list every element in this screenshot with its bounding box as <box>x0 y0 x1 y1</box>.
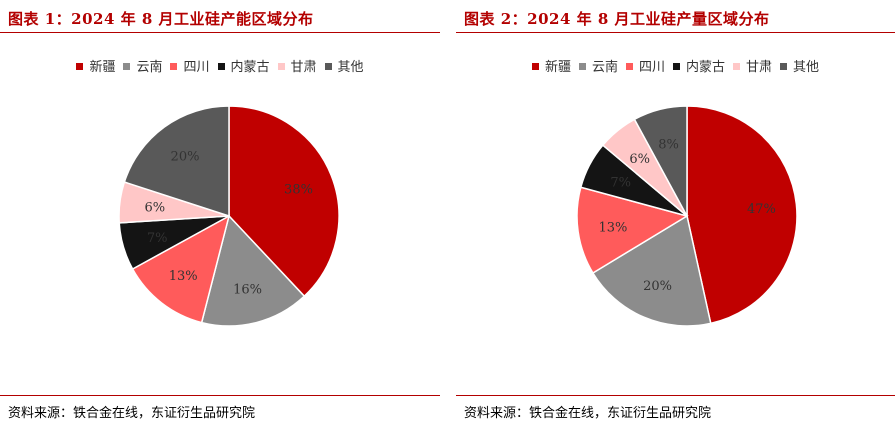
pie-slice <box>131 214 231 324</box>
title-divider <box>0 32 440 33</box>
legend-item: 甘肃 <box>733 56 772 75</box>
legend: 新疆 云南 四川 内蒙古 甘肃 其他 <box>0 56 440 75</box>
legend-swatch <box>733 63 741 70</box>
data-label: 38% <box>284 183 313 198</box>
data-label: 13% <box>598 220 627 235</box>
data-label: 8% <box>658 138 679 153</box>
legend-item: 新疆 <box>531 56 571 75</box>
legend-label: 四川 <box>638 60 665 75</box>
data-label: 6% <box>629 152 650 167</box>
data-label: 47% <box>747 202 776 217</box>
legend-swatch <box>324 63 332 70</box>
legend-label: 云南 <box>591 60 618 75</box>
legend-label: 其他 <box>793 60 820 75</box>
legend-swatch <box>673 63 680 70</box>
pie-slice <box>228 105 340 298</box>
legend-swatch <box>170 63 178 70</box>
pie-slice <box>633 105 688 217</box>
legend-item: 四川 <box>625 56 665 75</box>
chart-title: 图表 2：2024 年 8 月工业硅产量区域分布 <box>464 10 770 28</box>
chart-title: 图表 1：2024 年 8 月工业硅产能区域分布 <box>8 10 314 28</box>
legend-swatch <box>625 63 633 70</box>
legend-item: 内蒙古 <box>217 56 270 75</box>
source-divider <box>456 395 895 396</box>
pie-slice <box>686 105 798 325</box>
data-label: 20% <box>171 150 200 165</box>
source-note: 资料来源：铁合金在线，东证衍生品研究院 <box>464 406 712 421</box>
legend-label: 新疆 <box>89 60 116 75</box>
legend-label: 内蒙古 <box>230 60 270 75</box>
legend-item: 云南 <box>123 56 162 75</box>
legend-item: 甘肃 <box>277 56 317 75</box>
source-divider <box>0 395 440 396</box>
legend-label: 新疆 <box>544 60 571 75</box>
data-label: 7% <box>610 175 631 190</box>
legend-label: 甘肃 <box>746 60 773 75</box>
legend-swatch <box>76 63 84 70</box>
chart-panel-2: 图表 2：2024 年 8 月工业硅产量区域分布 新疆 云南 四川 内蒙古 甘肃 其他 4… <box>456 0 895 426</box>
pie-chart: 38% 16% 13% 7% 6% 20% <box>118 105 340 327</box>
title-divider <box>456 32 895 33</box>
data-label: 16% <box>233 283 262 298</box>
legend-item: 四川 <box>170 56 210 75</box>
data-label: 7% <box>147 231 168 246</box>
data-label: 13% <box>169 269 198 284</box>
legend: 新疆 云南 四川 内蒙古 甘肃 其他 <box>456 56 895 75</box>
legend-swatch <box>277 63 285 70</box>
legend-label: 内蒙古 <box>686 60 726 75</box>
pie-chart: 47% 20% 13% 7% 6% 8% <box>576 105 798 327</box>
legend-label: 四川 <box>183 60 210 75</box>
legend-swatch <box>531 63 539 70</box>
pie-slice <box>591 214 712 327</box>
legend-swatch <box>217 63 225 70</box>
legend-item: 云南 <box>578 56 618 75</box>
chart-panel-1: 图表 1：2024 年 8 月工业硅产能区域分布 新疆 云南 四川 内蒙古 甘肃 其他 3… <box>0 0 440 426</box>
legend-item: 其他 <box>780 56 819 75</box>
legend-swatch <box>123 63 131 70</box>
legend-item: 内蒙古 <box>673 56 725 75</box>
legend-swatch <box>780 63 788 70</box>
source-note: 资料来源：铁合金在线，东证衍生品研究院 <box>8 406 256 421</box>
legend-label: 其他 <box>337 60 364 75</box>
legend-label: 甘肃 <box>290 60 317 75</box>
data-label: 6% <box>144 201 165 216</box>
legend-swatch <box>578 63 586 70</box>
pie-slice <box>123 105 230 218</box>
legend-item: 新疆 <box>76 56 115 75</box>
legend-label: 云南 <box>136 60 163 75</box>
pie-slice <box>200 214 306 327</box>
legend-item: 其他 <box>324 56 364 75</box>
data-label: 20% <box>643 279 672 294</box>
